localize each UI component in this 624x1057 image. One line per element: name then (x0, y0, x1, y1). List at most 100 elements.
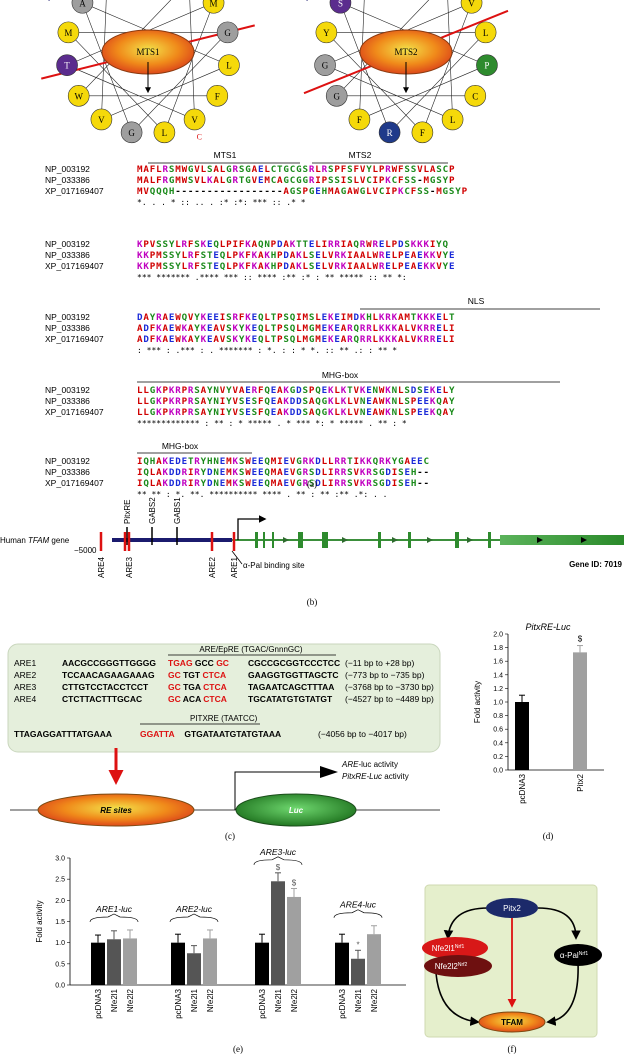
nfe2l2-label: Nfe2l2 (435, 962, 459, 971)
chart-e-category-label: Nfe2l2 (290, 988, 299, 1012)
residue-letter: L (226, 61, 232, 71)
mhg1-region-label: MHG-box (322, 370, 359, 380)
chart-e-y-tick-label: 2.5 (55, 877, 65, 884)
position-label: −5000 (74, 546, 97, 555)
chart-e-category-label: Nfe2l1 (190, 988, 199, 1012)
c-terminus-label: C (197, 132, 202, 141)
sequence-id: NP_033386 (45, 175, 90, 185)
exon (272, 532, 274, 548)
chart-e-group-label: ARE4-luc (339, 900, 377, 910)
chart-d-y-tick-label: 1.8 (493, 645, 503, 652)
top-element-label: PitxRE (123, 500, 132, 524)
chart-e-y-tick-label: 2.0 (55, 898, 65, 905)
residue-letter: Y (323, 28, 330, 38)
are-activity-italic: ARE (341, 760, 359, 769)
alignment-block: NP_003192 MAFLRSMWGVLSALGRSGAELCTGCGSRLRS… (45, 164, 468, 207)
exon (408, 532, 411, 548)
apal-pointer (231, 550, 243, 565)
chart-d-bar (515, 702, 529, 770)
chart-d-bar (573, 652, 587, 770)
apal-label: α-Pal binding site (243, 561, 305, 570)
residue-letter: S (338, 0, 343, 8)
chart-e-y-tick-label: 0.0 (55, 983, 65, 990)
residue-letter: M (64, 28, 72, 38)
pitx-activity-italic: PitxRE-Luc (342, 772, 382, 781)
residue-circle (216, 21, 239, 44)
chart-e-bar (255, 942, 269, 985)
panel-c-caption: (c) (225, 831, 235, 841)
direction-chevron (342, 537, 348, 543)
chart-e-group: ARE4-luc pcDNA3 * Nfe2l1 Nfe2l2 (333, 900, 383, 1019)
sequence-row: LLGKPKRPRSAYNIYVSESFQEAKDDSAQGKLKLVNEAWK… (137, 396, 455, 407)
sequence-row: IQLAKDDRIRYDNEMKSWEEQMAEVGRSDLIRRSVKRSGD… (137, 467, 429, 478)
chart-e-category-label: pcDNA3 (258, 988, 267, 1018)
chart-e-group-brace (333, 909, 383, 918)
pitx-row-text: TTAGAGGATTTATGAAA GGATTA GTGATAATGTATGTAA… (14, 729, 407, 739)
panel-e-caption: (e) (233, 1044, 243, 1054)
chart-e-group-brace (89, 913, 139, 923)
residue-letter: R (387, 128, 393, 138)
svg-text:α-PalNrf1: α-PalNrf1 (560, 951, 589, 960)
wheel-spokes (324, 0, 488, 133)
gene-element-ticks: PitxRE GABS2 GABS1 ARE4 ARE3 ARE2 ARE1 (97, 497, 239, 578)
residue-circle (56, 54, 78, 76)
tfam-label: TFAM (501, 1018, 523, 1027)
residue-letter: L (162, 128, 168, 138)
arrow-pitx2-apal (537, 907, 581, 940)
svg-text:PitxRE-Luc activity: PitxRE-Luc activity (342, 772, 409, 781)
sequence-alignment: NP_003192 MAFLRSMWGVLSALGRSGAELCTGCGSRLRS… (45, 150, 600, 499)
chart-e-bar (123, 938, 137, 985)
are-title: ARE/EpRE (TGAC/GnnnGC) (199, 645, 302, 654)
arrow-apal-tfam (546, 961, 579, 1026)
sequence-id: XP_017169407 (45, 334, 104, 344)
sequence-id: NP_003192 (45, 312, 90, 322)
mts1-region-label: MTS1 (214, 150, 237, 160)
sequence-id: NP_033386 (45, 250, 90, 260)
chart-pitxre: PitxRE-Luc 0.0 0.2 0.4 0.6 0.8 1.0 1.2 1.4 1.6 1.8… (473, 622, 604, 841)
panel-a-caption: (a) (307, 479, 317, 489)
residue-circle (218, 54, 240, 76)
panel-f-caption: (f) (508, 1044, 517, 1054)
nfe2l2-sup: Nrf2 (458, 962, 468, 968)
chart-e-category-label: Nfe2l2 (206, 988, 215, 1012)
sequence-id: XP_017169407 (45, 186, 104, 196)
exon (488, 532, 491, 548)
re-sites-label: RE sites (100, 806, 132, 815)
chart-d-y-tick-label: 1.0 (493, 700, 503, 707)
direction-chevron (537, 537, 543, 543)
are-rows: ARE1 AACGCCGGGTTGGGG TGAG GCC GC CGCCGCGGT… (14, 658, 434, 704)
chart-e-y-tick-label: 1.0 (55, 940, 65, 947)
are-row: ARE2 TCCAACAGAAGAAAG GC TGT CTCA GAAGGTGGT… (14, 670, 425, 680)
residue-letter: G (333, 91, 340, 101)
chart-d-y-tick-label: 0.2 (493, 754, 503, 761)
exon (455, 532, 459, 548)
consensus-row: *** ******* .**** *** :: **** :** :* : *… (137, 273, 407, 282)
chart-e-bar (171, 942, 185, 985)
sequence-id: NP_033386 (45, 323, 90, 333)
sequence-id: XP_017169407 (45, 478, 104, 488)
tss-arrow (237, 515, 267, 540)
chart-d-title: PitxRE-Luc (525, 622, 571, 632)
residue-circle (411, 121, 434, 144)
top-element-label: GABS1 (173, 497, 182, 524)
alignment-block: NP_003192 KPVSSYLRFSKEQLPIFKAQNPDAKTTELIR… (45, 239, 455, 282)
chart-d-y-label: Fold activity (473, 681, 482, 723)
wheel-spokes (66, 0, 230, 133)
are-row: ARE4 CTCTTACTTTGCAC GC ACA CTCA TGCATATGTG… (14, 694, 434, 704)
residue-letter: V (98, 115, 105, 125)
chart-e-bar (367, 934, 381, 985)
residue-circle (153, 121, 176, 144)
sequence-row: KKPMSSYLRFSTEQLPKFKAKHPDAKLSELVRKIAALWRE… (137, 261, 455, 272)
wheel-mts2: MTS2RSYGGFRFLCPLVCN (303, 0, 509, 144)
sequence-row: ADFKAEWKAYKEAVSKYKEQLTPSQLMGMEKEARQRRLKK… (137, 323, 455, 334)
residue-circle (90, 108, 113, 131)
alignment-block: NP_003192 DAYRAEWQVYKEEISRFKEQLTPSQIMSLEK… (45, 312, 455, 355)
chart-e-category-label: Nfe2l1 (110, 988, 119, 1012)
luc-oval (235, 793, 357, 827)
residue-letter: V (468, 0, 475, 8)
chart-d-y-tick-label: 1.2 (493, 686, 503, 693)
sequence-row: KPVSSYLRFSKEQLPIFKAQNPDAKTTELIRRIAQRWREL… (137, 239, 449, 250)
consensus-row: ************* : ** : * ***** . * *** *: … (137, 419, 407, 428)
residue-circle (474, 21, 497, 44)
